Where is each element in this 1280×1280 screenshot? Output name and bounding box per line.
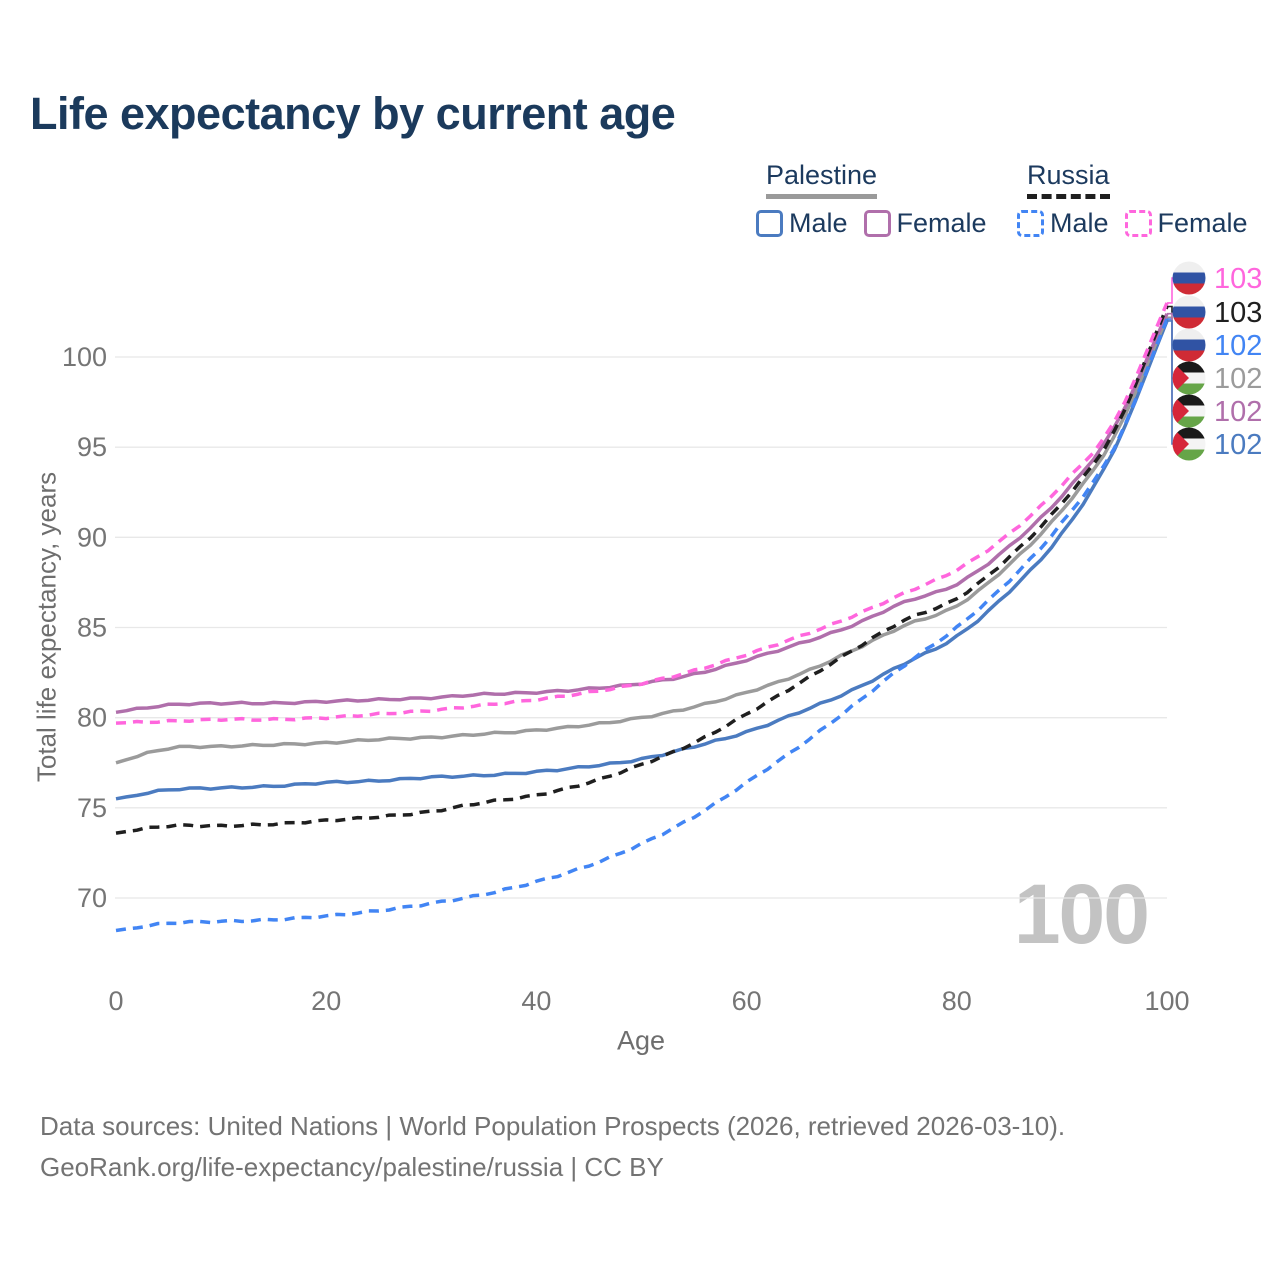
y-tick-95: 95 xyxy=(77,432,107,462)
x-tick-0: 0 xyxy=(108,986,123,1016)
x-tick-100: 100 xyxy=(1144,986,1189,1016)
legend-title-palestine-label: Palestine xyxy=(766,160,878,199)
leader-line-palestine_female xyxy=(1167,312,1180,412)
palestine-flag-icon xyxy=(1172,361,1206,395)
palestine-flag-icon xyxy=(1172,427,1206,461)
end-label-palestine_male: 102 xyxy=(1214,429,1262,461)
legend-title-russia-label: Russia xyxy=(1027,160,1110,199)
legend-item-russia-female[interactable]: Female xyxy=(1124,208,1248,239)
legend-item-palestine-female[interactable]: Female xyxy=(863,208,987,239)
end-label-palestine_female: 102 xyxy=(1214,396,1262,428)
y-tick-100: 100 xyxy=(62,342,107,372)
legend-label-palestine-female: Female xyxy=(896,208,987,238)
y-tick-80: 80 xyxy=(77,703,107,733)
legend-label-russia-female: Female xyxy=(1157,208,1248,238)
series-line-russia_male xyxy=(115,318,1169,933)
series-line-palestine_male xyxy=(115,320,1169,801)
legend-label-russia-male: Male xyxy=(1050,208,1109,238)
legend-item-palestine-male[interactable]: Male xyxy=(756,208,848,239)
x-axis-title: Age xyxy=(616,1025,666,1056)
end-label-russia_total: 103 xyxy=(1214,297,1262,329)
legend-group-palestine: Palestine Male Female xyxy=(756,160,987,239)
y-tick-75: 75 xyxy=(77,793,107,823)
page-title: Life expectancy by current age xyxy=(30,88,676,139)
y-tick-90: 90 xyxy=(77,522,107,552)
legend-title-palestine: Palestine xyxy=(756,160,987,199)
end-label-russia_female: 103 xyxy=(1214,263,1262,295)
legend-group-russia: Russia Male Female xyxy=(1017,160,1248,239)
legend-items-palestine: Male Female xyxy=(756,208,987,239)
russia-flag-icon xyxy=(1172,328,1206,362)
end-label-russia_male: 102 xyxy=(1214,330,1262,362)
end-label-palestine_total: 102 xyxy=(1214,363,1262,395)
series-line-russia_female xyxy=(115,302,1169,725)
x-tick-60: 60 xyxy=(732,986,762,1016)
legend-label-palestine-male: Male xyxy=(789,208,848,238)
y-tick-70: 70 xyxy=(77,883,107,913)
legend-swatch-palestine-female xyxy=(863,210,891,237)
x-tick-80: 80 xyxy=(942,986,972,1016)
legend-items-russia: Male Female xyxy=(1017,208,1248,239)
palestine-flag-icon xyxy=(1172,394,1206,428)
y-tick-85: 85 xyxy=(77,613,107,643)
russia-flag-icon xyxy=(1172,295,1206,329)
legend-item-russia-male[interactable]: Male xyxy=(1017,208,1109,239)
legend-swatch-russia-female xyxy=(1124,210,1152,237)
source-attribution: Data sources: United Nations | World Pop… xyxy=(40,1106,1065,1188)
series-line-russia_total xyxy=(115,305,1169,835)
series-line-palestine_female xyxy=(115,312,1169,715)
russia-flag-icon xyxy=(1172,261,1206,295)
x-tick-40: 40 xyxy=(521,986,551,1016)
x-tick-20: 20 xyxy=(311,986,341,1016)
legend-title-russia: Russia xyxy=(1017,160,1248,199)
source-line-2: GeoRank.org/life-expectancy/palestine/ru… xyxy=(40,1152,664,1182)
source-line-1: Data sources: United Nations | World Pop… xyxy=(40,1111,1066,1141)
y-axis-title: Total life expectancy, years xyxy=(31,471,62,783)
legend-swatch-russia-male xyxy=(1017,210,1044,237)
series-line-palestine_total xyxy=(115,316,1169,765)
legend-swatch-palestine-male xyxy=(756,210,783,237)
current-age-watermark: 100 xyxy=(1013,867,1150,961)
